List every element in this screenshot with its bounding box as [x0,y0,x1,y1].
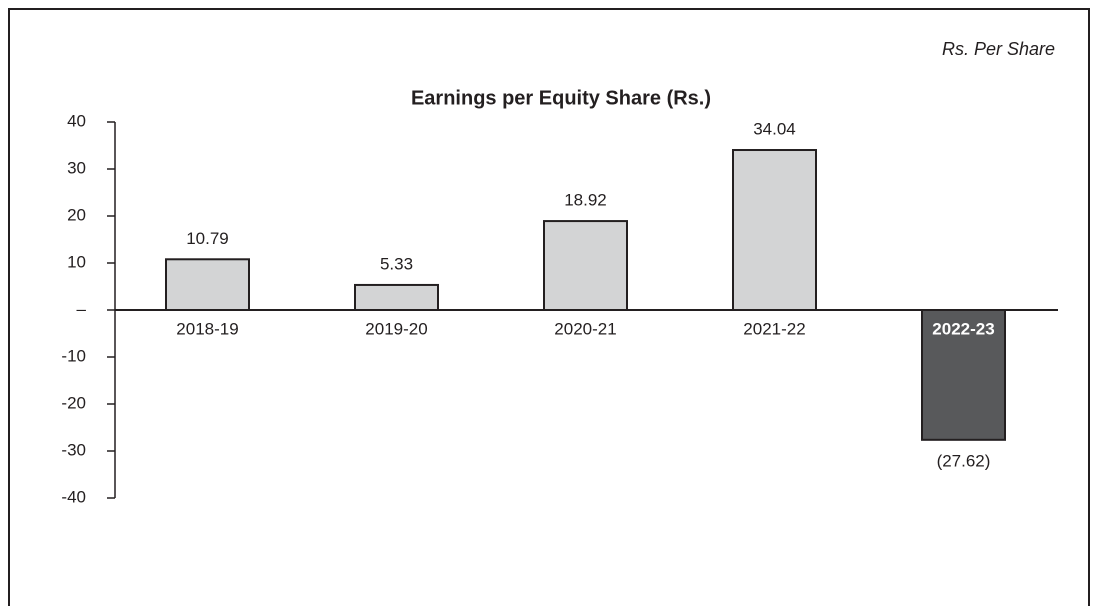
bar [354,283,439,312]
value-label: 18.92 [564,191,607,210]
unit-note: Rs. Per Share [942,39,1055,59]
y-tick-label: 30 [67,158,86,177]
y-tick-label: 40 [67,111,86,130]
bar [543,220,628,312]
x-tick-label: 2021-22 [743,319,805,338]
x-tick-label: 2018-19 [176,319,238,338]
value-label: 5.33 [380,254,413,273]
x-tick-label: 2020-21 [554,319,616,338]
y-tick-label: -10 [61,346,86,365]
y-tick-label: -40 [61,487,86,506]
frame [8,8,1090,606]
y-tick-label: 20 [67,205,86,224]
bar [165,258,250,311]
value-label: 10.79 [186,229,229,248]
chart-title: Earnings per Equity Share (Rs.) [411,87,711,109]
y-tick-label: 10 [67,252,86,271]
y-tick-label: – [77,299,87,318]
value-label: 34.04 [753,119,796,138]
value-label: (27.62) [937,451,991,470]
x-tick-label: 2019-20 [365,319,427,338]
x-tick-label: 2022-23 [932,319,994,338]
bar [921,309,1006,441]
y-tick-label: -30 [61,440,86,459]
bar [732,149,817,311]
y-tick-label: -20 [61,393,86,412]
